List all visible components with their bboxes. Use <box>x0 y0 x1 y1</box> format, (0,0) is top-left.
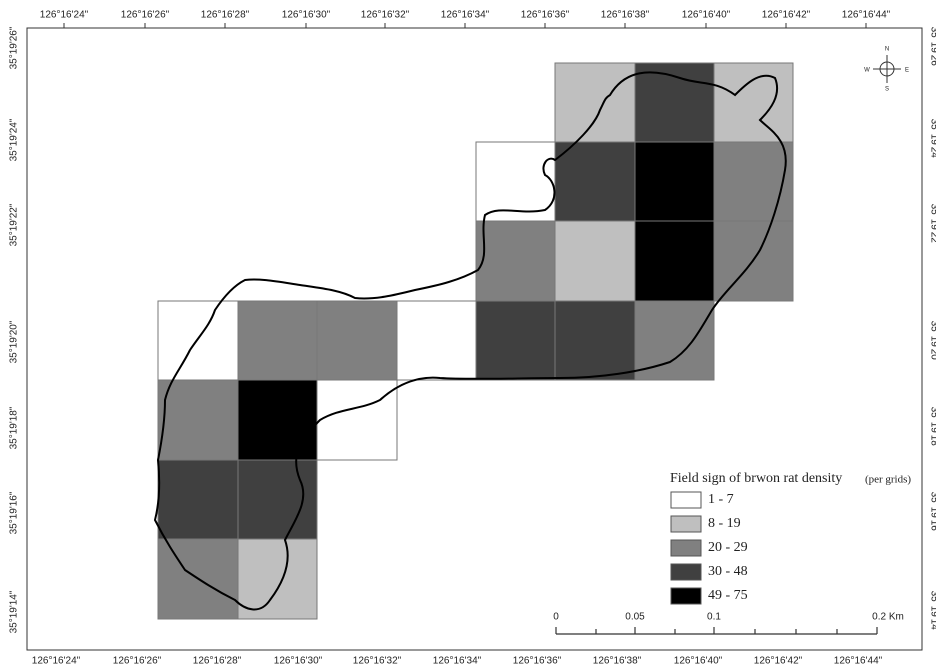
cell <box>475 300 556 381</box>
compass <box>873 55 901 83</box>
scale-label: 0.05 <box>625 612 645 623</box>
top-coord-label: 126°16'34" <box>441 10 490 21</box>
right-coord-label: 35°19'22" <box>928 204 936 247</box>
cell <box>554 141 636 222</box>
cell <box>237 538 318 620</box>
grid-cells <box>157 62 794 620</box>
cell <box>634 62 715 143</box>
compass-letter: W <box>864 68 870 74</box>
cell <box>554 220 636 302</box>
cell <box>157 300 239 381</box>
bottom-coord-label: 126°16'30" <box>274 656 323 667</box>
legend-swatch <box>670 491 702 509</box>
right-coord-label: 35°19'20" <box>928 321 936 364</box>
bottom-coord-label: 126°16'32" <box>353 656 402 667</box>
right-coord-label: 35°19'26" <box>928 27 936 70</box>
compass-letter: S <box>885 87 889 93</box>
top-coord-label: 126°16'36" <box>521 10 570 21</box>
cell <box>713 141 794 222</box>
bottom-coord-label: 126°16'26" <box>113 656 162 667</box>
cell <box>634 220 715 302</box>
left-coord-label: 35°19'22" <box>9 203 20 246</box>
top-coord-label: 126°16'32" <box>361 10 410 21</box>
top-coord-label: 126°16'44" <box>842 10 891 21</box>
legend-swatch <box>670 539 702 557</box>
cell <box>634 141 715 222</box>
top-coord-label: 126°16'38" <box>601 10 650 21</box>
scale-label: 0 <box>553 612 559 623</box>
bottom-coord-label: 126°16'34" <box>433 656 482 667</box>
cell <box>396 300 477 381</box>
legend-swatch <box>670 563 702 581</box>
legend-label: 30 - 48 <box>708 564 748 579</box>
cell <box>475 220 556 302</box>
bottom-coord-label: 126°16'28" <box>193 656 242 667</box>
cell <box>713 62 794 143</box>
right-coord-label: 35°19'14" <box>928 591 936 634</box>
bottom-coord-label: 126°16'38" <box>593 656 642 667</box>
cell <box>554 300 636 381</box>
scale-bar <box>555 627 878 635</box>
top-coord-label: 126°16'28" <box>201 10 250 21</box>
left-coord-label: 35°19'24" <box>9 118 20 161</box>
cell <box>237 379 318 461</box>
legend-title: Field sign of brwon rat density <box>670 471 842 486</box>
left-coord-label: 35°19'18" <box>9 406 20 449</box>
cell <box>157 379 239 461</box>
bottom-coord-label: 126°16'42" <box>754 656 803 667</box>
right-coord-label: 35°19'18" <box>928 407 936 450</box>
bottom-coord-label: 126°16'44" <box>834 656 883 667</box>
legend-swatch <box>670 587 702 605</box>
bottom-coord-label: 126°16'40" <box>674 656 723 667</box>
scale-label: 0.1 <box>707 612 721 623</box>
legend-swatch <box>670 515 702 533</box>
cell <box>554 62 636 143</box>
compass-letter: E <box>905 68 909 74</box>
top-coord-label: 126°16'40" <box>682 10 731 21</box>
top-coord-label: 126°16'24" <box>40 10 89 21</box>
cell <box>157 459 239 540</box>
cell <box>237 300 318 381</box>
cell <box>316 300 398 381</box>
island-outline <box>153 71 787 611</box>
compass-letter: N <box>885 47 889 53</box>
legend-label: 49 - 75 <box>708 588 748 603</box>
top-coord-label: 126°16'26" <box>121 10 170 21</box>
right-coord-label: 35°19'24" <box>928 119 936 162</box>
cell <box>475 141 556 222</box>
top-coord-label: 126°16'30" <box>282 10 331 21</box>
left-coord-label: 35°19'20" <box>9 320 20 363</box>
legend-label: 8 - 19 <box>708 516 741 531</box>
left-coord-label: 35°19'16" <box>9 491 20 534</box>
legend-title-note: (per grids) <box>865 474 911 486</box>
bottom-coord-label: 126°16'24" <box>32 656 81 667</box>
cell <box>316 379 398 461</box>
left-coord-label: 35°19'14" <box>9 590 20 633</box>
legend-label: 1 - 7 <box>708 492 734 507</box>
bottom-coord-label: 126°16'36" <box>513 656 562 667</box>
left-coord-label: 35°19'26" <box>9 26 20 69</box>
cell <box>237 459 318 540</box>
right-coord-label: 35°19'16" <box>928 492 936 535</box>
scale-label: 0.2 Km <box>872 612 904 623</box>
legend-label: 20 - 29 <box>708 540 748 555</box>
cell <box>634 300 715 381</box>
top-coord-label: 126°16'42" <box>762 10 811 21</box>
